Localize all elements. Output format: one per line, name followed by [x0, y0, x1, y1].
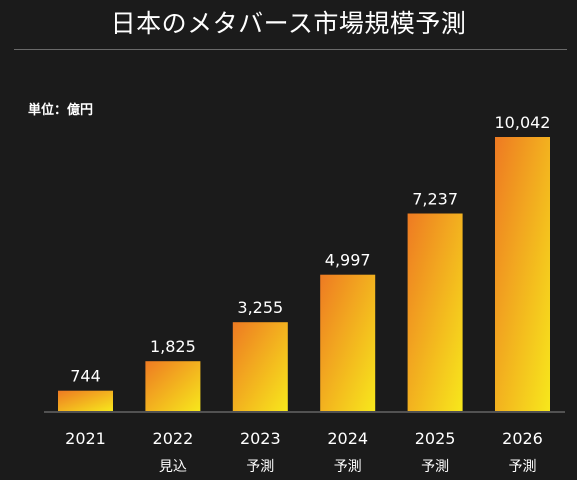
bar-2022 [145, 361, 201, 411]
bar-2023 [232, 322, 288, 411]
bar-2025 [407, 213, 463, 411]
x-tick-label-2021: 2021 [65, 429, 106, 448]
x-tick-label-2023: 2023 [240, 429, 281, 448]
x-tick-label-2022: 2022 [153, 429, 194, 448]
value-label-2025: 7,237 [412, 190, 458, 209]
x-sublabel-2023: 予測 [246, 459, 274, 475]
bar-2024 [320, 274, 376, 411]
x-tick-label-2025: 2025 [415, 429, 456, 448]
x-tick-label-2026: 2026 [502, 429, 543, 448]
labels-group: 744 2021 1,825 2022 見込 3,255 2023 予測 4,997 2024 予測… [65, 113, 550, 475]
bar-2026 [495, 137, 550, 411]
x-sublabel-2024: 予測 [334, 459, 362, 475]
chart-title: 日本のメタバース市場規模予測 [110, 9, 467, 38]
value-label-2023: 3,255 [237, 298, 283, 317]
unit-label: 単位：億円 [28, 103, 94, 118]
x-sublabel-2025: 予測 [421, 459, 449, 475]
title-divider [14, 49, 567, 50]
value-label-2024: 4,997 [325, 251, 371, 270]
x-sublabel-2022: 見込 [159, 459, 187, 475]
bar-2021 [58, 390, 113, 411]
x-sublabel-2026: 予測 [509, 459, 537, 475]
x-tick-label-2024: 2024 [327, 429, 368, 448]
value-label-2021: 744 [70, 367, 101, 386]
bars-group [58, 137, 550, 411]
value-label-2026: 10,042 [495, 113, 551, 132]
value-label-2022: 1,825 [150, 337, 196, 356]
